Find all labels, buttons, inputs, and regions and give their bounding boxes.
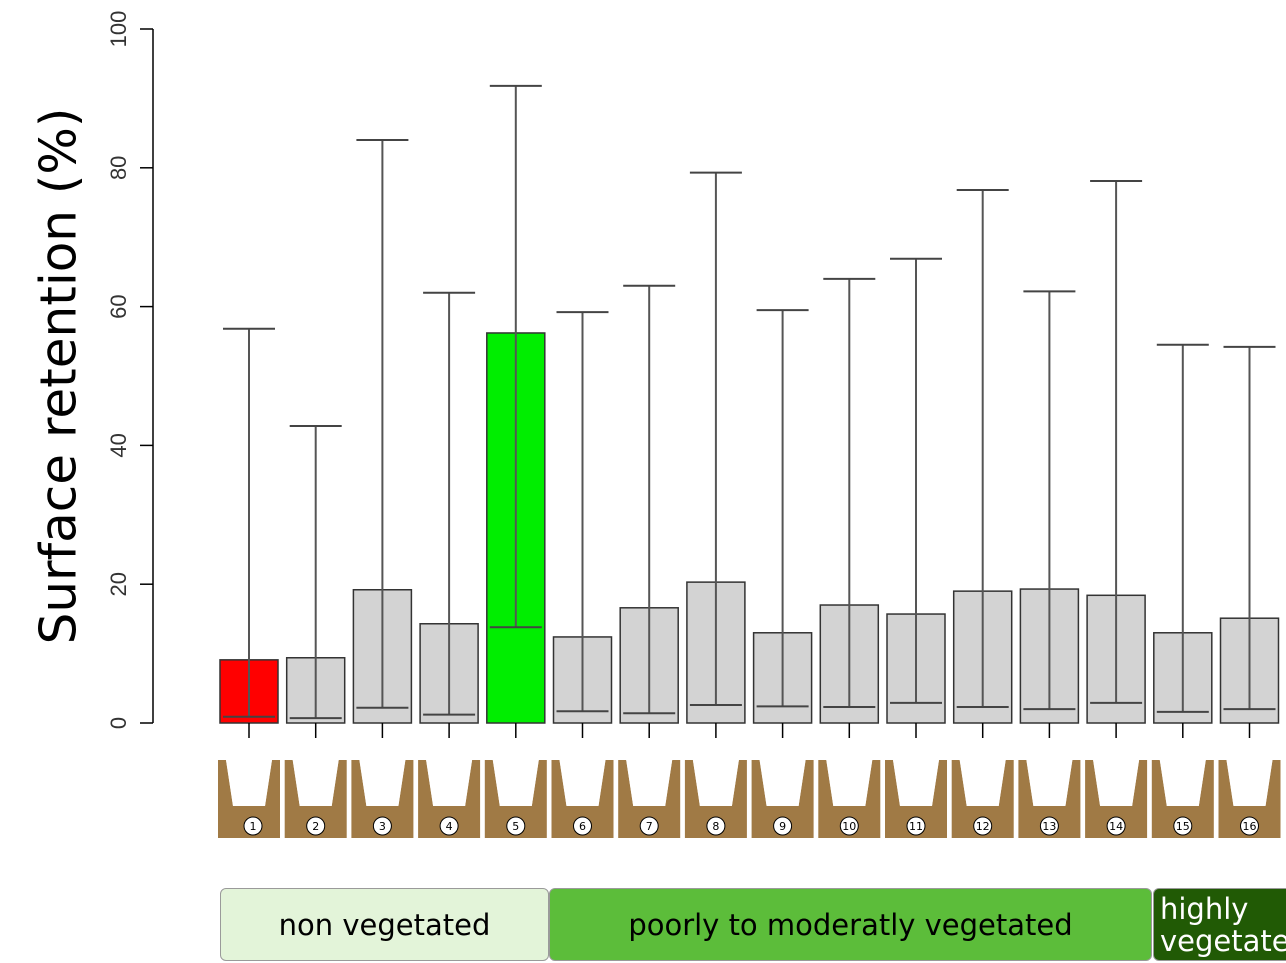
y-tick-label: 80	[106, 156, 131, 180]
x-tick-label: 13	[1042, 820, 1056, 833]
x-tick-label: 11	[909, 820, 923, 833]
x-tick-label: 3	[379, 820, 386, 833]
y-tick-label: 40	[106, 433, 131, 457]
x-tick-label: 15	[1176, 820, 1190, 833]
y-tick-label: 60	[106, 294, 131, 318]
group-label: non vegetated	[220, 888, 549, 961]
x-tick-label: 14	[1109, 820, 1123, 833]
x-tick-label: 9	[779, 820, 786, 833]
x-tick-label: 10	[842, 820, 856, 833]
chart: Surface retention (%) 020406080100123456…	[0, 0, 1286, 963]
x-tick-label: 2	[312, 820, 319, 833]
y-tick-label: 100	[106, 11, 131, 48]
x-tick-label: 6	[579, 820, 586, 833]
y-axis-label: Surface retention (%)	[30, 108, 88, 645]
x-tick-label: 12	[976, 820, 990, 833]
x-tick-label: 16	[1243, 820, 1257, 833]
x-tick-label: 8	[712, 820, 719, 833]
y-tick-label: 20	[106, 572, 131, 596]
error-bar	[223, 329, 275, 717]
x-tick-label: 1	[250, 820, 257, 833]
x-tick-label: 7	[646, 820, 653, 833]
x-tick-label: 4	[446, 820, 453, 833]
y-tick-label: 0	[106, 717, 131, 729]
page: {"chart_data": {"type": "bar", "y_label"…	[0, 0, 1286, 963]
group-label: poorly to moderatly vegetated	[549, 888, 1152, 961]
x-tick-label: 5	[512, 820, 519, 833]
group-label: highly vegetated	[1153, 888, 1286, 961]
